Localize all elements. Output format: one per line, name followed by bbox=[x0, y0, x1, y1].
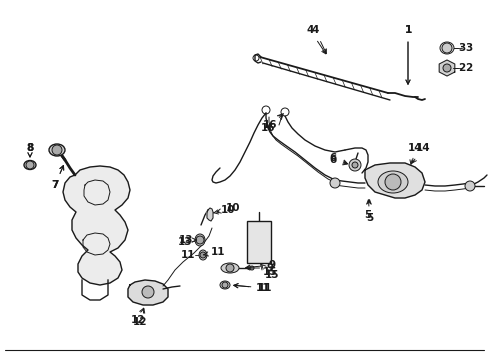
Text: 2: 2 bbox=[457, 63, 465, 73]
Circle shape bbox=[225, 264, 234, 272]
Text: 2: 2 bbox=[464, 63, 471, 73]
Circle shape bbox=[442, 64, 450, 72]
Circle shape bbox=[26, 161, 34, 169]
Text: 7: 7 bbox=[51, 166, 63, 190]
Text: 10: 10 bbox=[216, 203, 240, 213]
Text: 15: 15 bbox=[262, 267, 277, 277]
Text: 3: 3 bbox=[457, 43, 465, 53]
Circle shape bbox=[52, 145, 62, 155]
Text: 4: 4 bbox=[311, 25, 325, 54]
Ellipse shape bbox=[220, 281, 229, 289]
Text: 13: 13 bbox=[177, 237, 192, 247]
Text: 8: 8 bbox=[26, 143, 34, 157]
Text: 16: 16 bbox=[260, 114, 282, 133]
Text: 7: 7 bbox=[51, 166, 63, 190]
Text: 15: 15 bbox=[261, 264, 279, 280]
Text: 5: 5 bbox=[364, 200, 371, 220]
Circle shape bbox=[196, 236, 203, 244]
Text: 1: 1 bbox=[404, 25, 411, 84]
Text: 12: 12 bbox=[132, 309, 147, 327]
Text: 9: 9 bbox=[245, 263, 273, 273]
Text: 14: 14 bbox=[411, 143, 429, 163]
Text: 11: 11 bbox=[233, 283, 270, 293]
Text: 11: 11 bbox=[233, 283, 272, 293]
Text: 6: 6 bbox=[329, 155, 346, 165]
Circle shape bbox=[348, 159, 360, 171]
Ellipse shape bbox=[221, 263, 239, 273]
Text: 12: 12 bbox=[130, 308, 145, 325]
Text: 5: 5 bbox=[366, 200, 373, 223]
Polygon shape bbox=[128, 280, 168, 305]
Text: 13: 13 bbox=[179, 235, 196, 245]
Text: 9: 9 bbox=[245, 260, 275, 270]
Ellipse shape bbox=[439, 42, 453, 54]
Circle shape bbox=[142, 286, 154, 298]
Text: 6: 6 bbox=[329, 153, 346, 164]
Text: 3: 3 bbox=[464, 43, 471, 53]
Circle shape bbox=[351, 162, 357, 168]
FancyBboxPatch shape bbox=[246, 221, 270, 263]
Circle shape bbox=[384, 174, 400, 190]
Circle shape bbox=[441, 43, 451, 53]
Polygon shape bbox=[364, 163, 424, 198]
Ellipse shape bbox=[377, 171, 407, 193]
Text: 8: 8 bbox=[26, 143, 34, 157]
Text: 10: 10 bbox=[213, 205, 235, 215]
Ellipse shape bbox=[24, 161, 36, 170]
Ellipse shape bbox=[199, 250, 206, 260]
Polygon shape bbox=[63, 166, 130, 285]
Text: 16: 16 bbox=[262, 120, 277, 130]
Text: 1: 1 bbox=[404, 25, 411, 84]
Circle shape bbox=[200, 252, 205, 258]
Circle shape bbox=[222, 282, 227, 288]
Text: 4: 4 bbox=[305, 25, 325, 54]
Circle shape bbox=[329, 178, 339, 188]
Ellipse shape bbox=[195, 234, 204, 246]
Circle shape bbox=[249, 266, 253, 270]
Polygon shape bbox=[438, 60, 454, 76]
Ellipse shape bbox=[49, 144, 65, 156]
Text: 14: 14 bbox=[407, 143, 422, 164]
Polygon shape bbox=[206, 208, 213, 221]
Circle shape bbox=[464, 181, 474, 191]
Text: 11: 11 bbox=[181, 250, 195, 260]
Text: 11: 11 bbox=[203, 247, 225, 257]
